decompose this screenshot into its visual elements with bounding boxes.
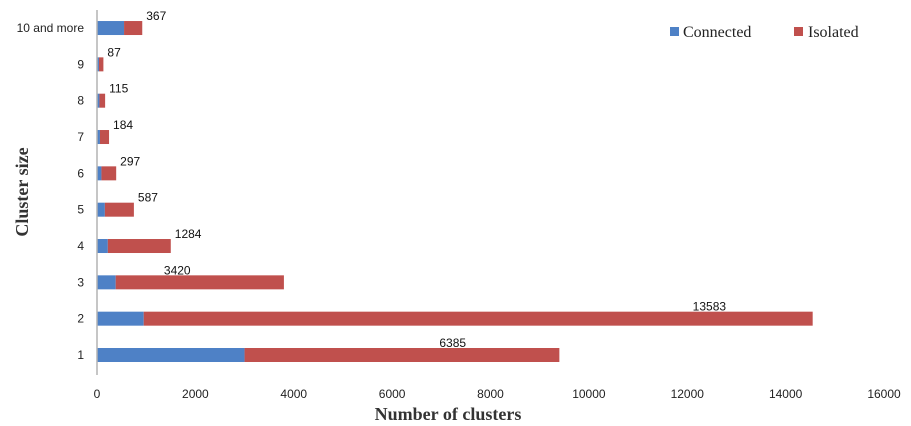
bar-isolated-1	[143, 311, 813, 326]
legend-label-connected: Connected	[683, 24, 751, 41]
bar-connected-6	[97, 130, 100, 145]
y-tick-label: 2	[77, 312, 84, 326]
y-tick-label: 9	[77, 57, 84, 71]
bar-isolated-7	[99, 93, 106, 108]
bar-connected-3	[97, 239, 108, 254]
bar-isolated-8	[98, 57, 104, 72]
x-tick-label: 2000	[182, 387, 209, 401]
data-label: 115	[109, 82, 128, 96]
bar-isolated-9	[124, 21, 143, 36]
legend: Connected Isolated	[670, 24, 859, 41]
bar-connected-8	[97, 57, 99, 72]
bar-connected-5	[97, 166, 102, 181]
bar-isolated-2	[115, 275, 284, 290]
legend-label-isolated: Isolated	[808, 24, 859, 41]
bar-connected-1	[97, 311, 144, 326]
data-label: 3420	[164, 263, 191, 277]
x-tick-label: 12000	[671, 387, 705, 401]
data-label: 367	[146, 9, 166, 23]
bar-isolated-5	[101, 166, 117, 181]
data-label: 6385	[439, 336, 466, 350]
data-label: 297	[120, 154, 140, 168]
bar-connected-2	[97, 275, 116, 290]
data-label: 13583	[693, 300, 727, 314]
x-tick-labels: 0 2000 4000 6000 8000 10000 12000 14000 16000	[94, 387, 901, 401]
bars-layer	[97, 21, 813, 362]
bar-isolated-4	[104, 202, 134, 217]
bar-connected-4	[97, 202, 105, 217]
x-tick-label: 10000	[572, 387, 606, 401]
x-tick-label: 4000	[280, 387, 307, 401]
data-label: 1284	[175, 227, 202, 241]
y-tick-label: 1	[77, 348, 84, 362]
x-axis-title: Number of clusters	[375, 404, 522, 424]
bar-isolated-3	[107, 239, 171, 254]
legend-swatch-isolated	[794, 27, 803, 36]
y-tick-label: 5	[77, 203, 84, 217]
bar-isolated-0	[244, 348, 560, 362]
bar-connected-0	[97, 348, 245, 362]
bar-connected-9	[97, 21, 125, 36]
x-tick-label: 14000	[769, 387, 803, 401]
data-label: 587	[138, 191, 158, 205]
x-tick-label: 6000	[379, 387, 406, 401]
y-tick-labels: 1 2 3 4 5 6 7 8 9 10 and more	[17, 21, 85, 362]
data-label: 184	[113, 118, 133, 132]
data-label: 87	[107, 45, 121, 59]
y-axis-title: Cluster size	[12, 147, 32, 236]
bar-isolated-6	[99, 130, 110, 145]
data-labels: 6385 13583 3420 1284 587 297 184 115 87 367	[107, 9, 726, 350]
bar-connected-7	[97, 93, 100, 108]
y-tick-label: 7	[77, 130, 84, 144]
x-tick-label: 16000	[867, 387, 901, 401]
y-tick-label: 3	[77, 275, 84, 289]
x-tick-label: 8000	[477, 387, 504, 401]
y-tick-label: 8	[77, 94, 84, 108]
legend-swatch-connected	[670, 27, 679, 36]
y-tick-label: 6	[77, 166, 84, 180]
y-tick-label: 10 and more	[17, 21, 85, 35]
x-tick-label: 0	[94, 387, 101, 401]
y-tick-label: 4	[77, 239, 84, 253]
